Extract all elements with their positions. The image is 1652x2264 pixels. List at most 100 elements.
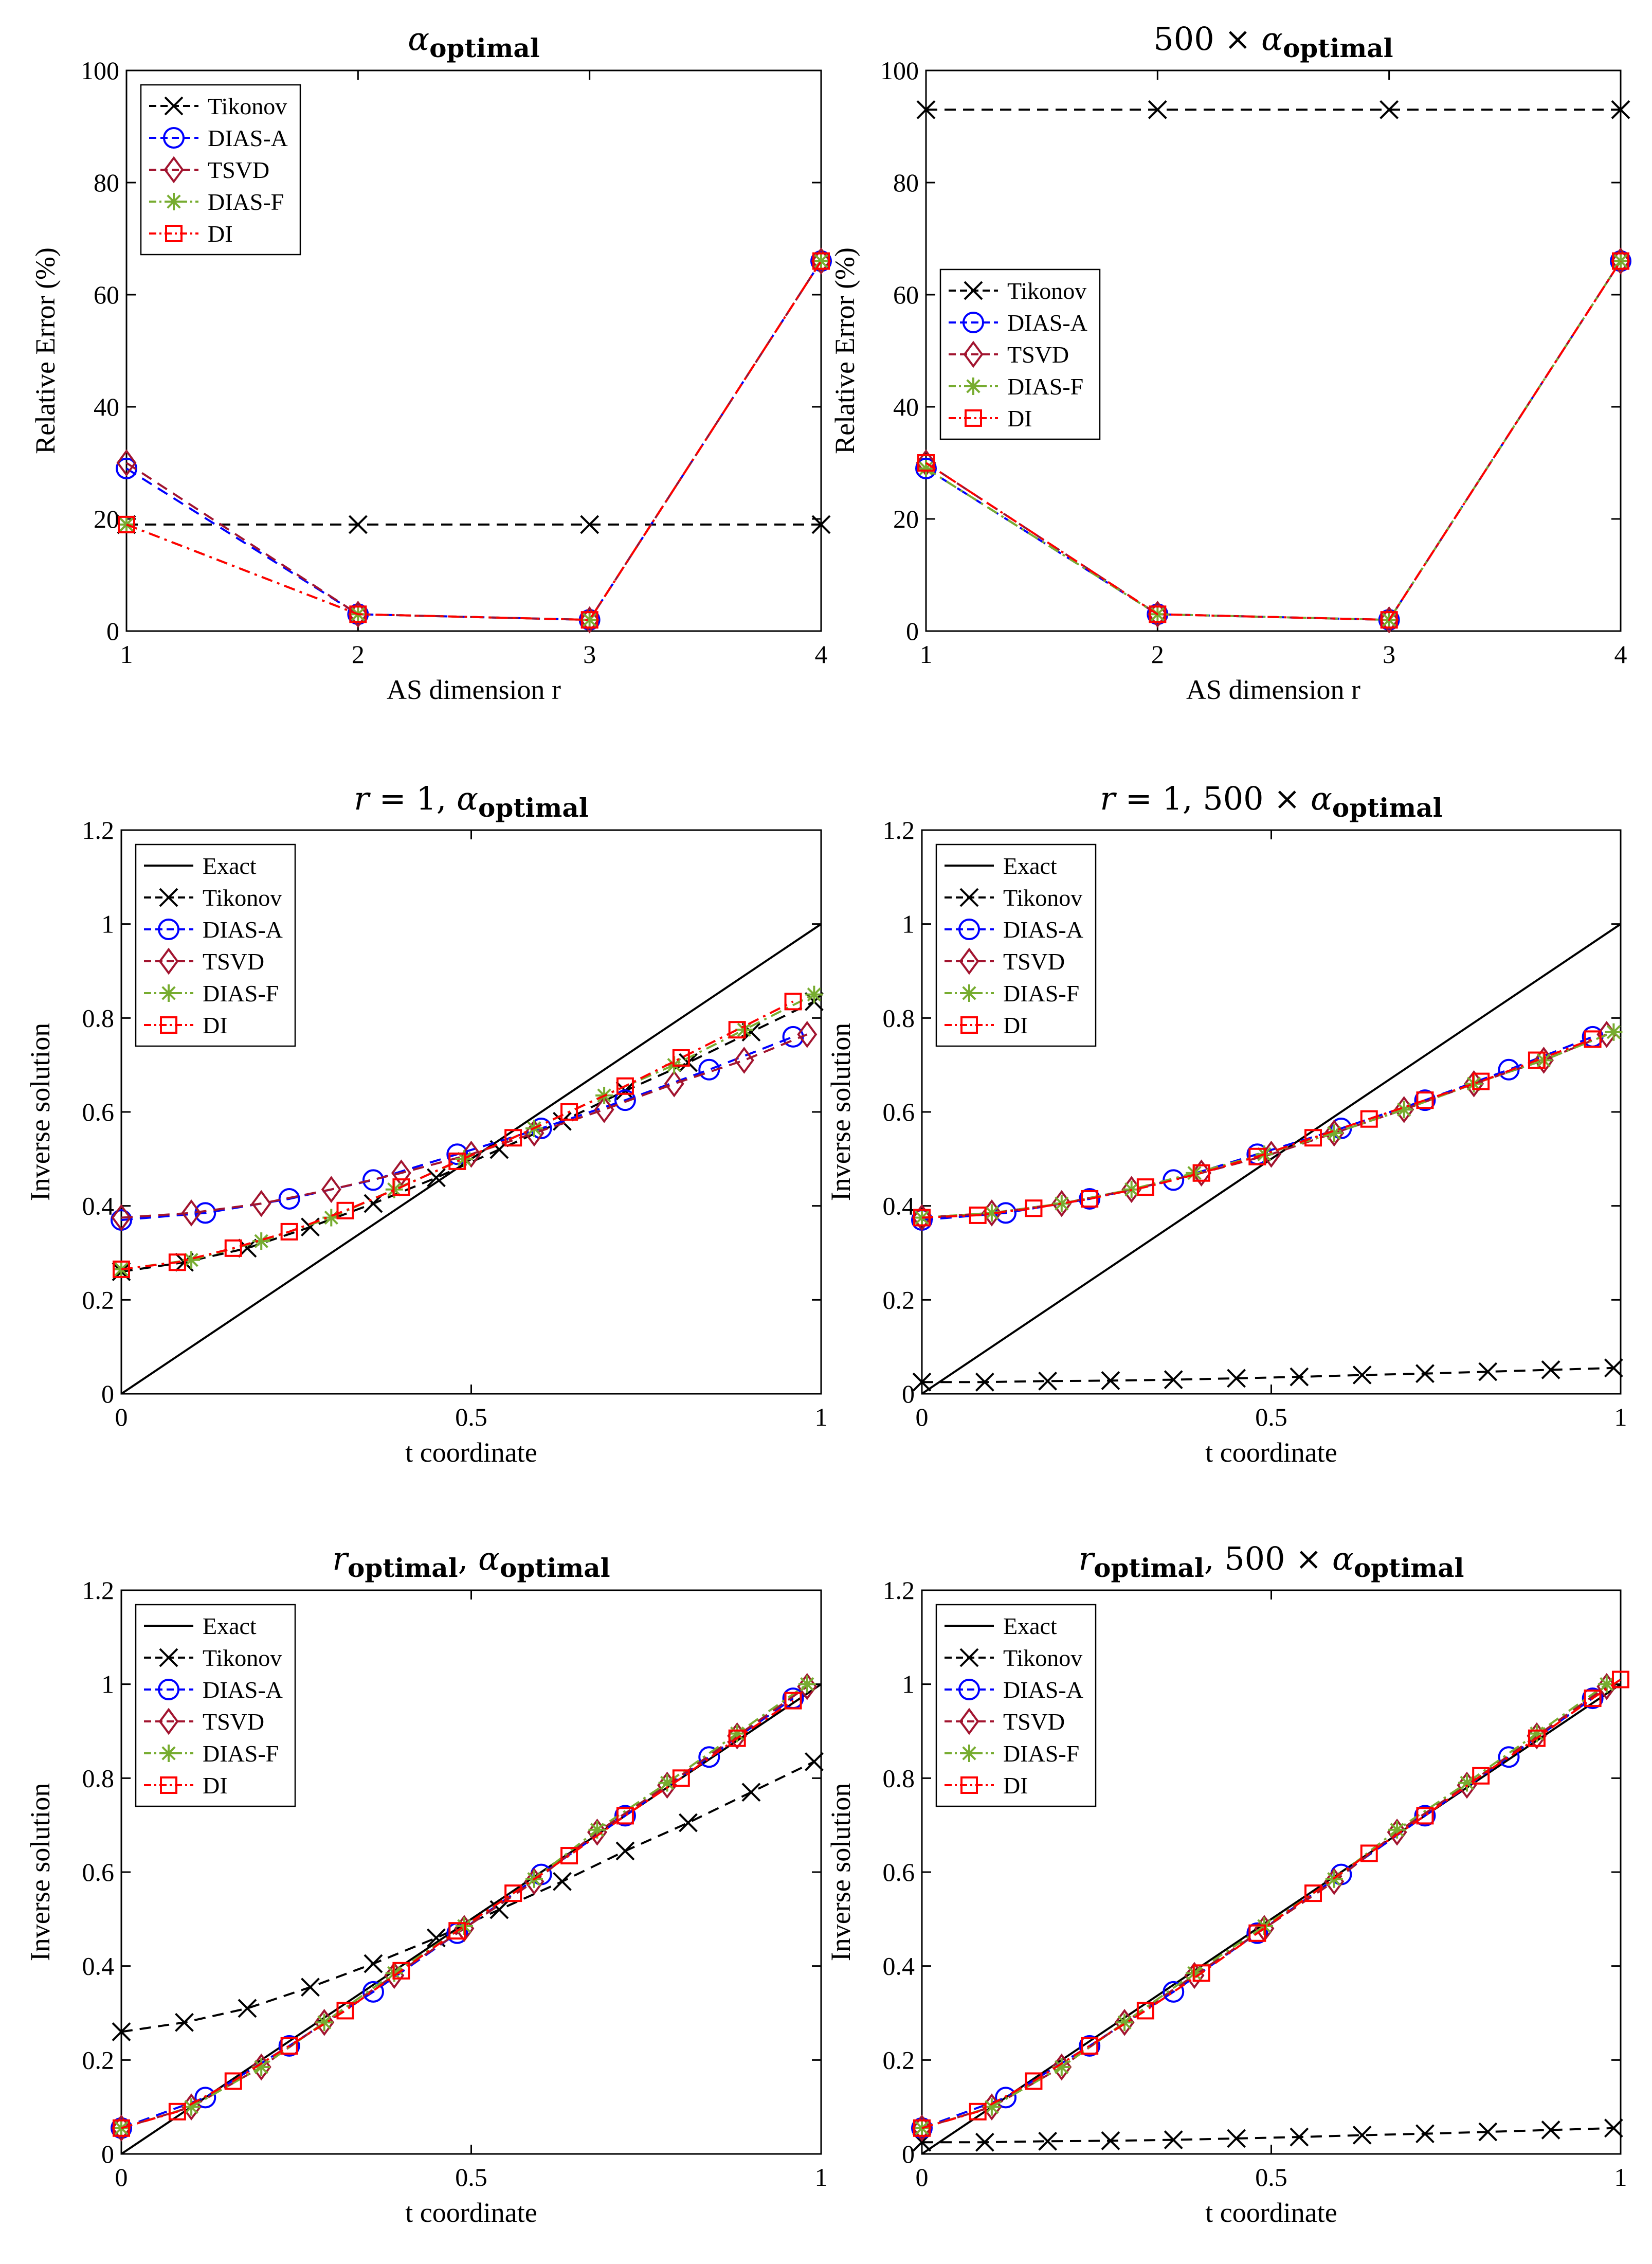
- data-point-di: [1380, 611, 1398, 629]
- y-tick-label: 0.6: [82, 1858, 115, 1886]
- series-exact: [921, 923, 1622, 1395]
- data-point-tsvd: [587, 1819, 607, 1846]
- data-point-dias-f: [917, 459, 935, 477]
- y-tick-label: 0: [106, 617, 119, 645]
- data-point-di: [448, 1922, 466, 1940]
- data-point-di: [616, 1077, 634, 1095]
- x-axis-label: AS dimension r: [387, 674, 561, 705]
- data-point-dias-f: [983, 1204, 1001, 1222]
- data-point-di: [913, 2119, 931, 2137]
- y-tick-label: 0.6: [883, 1858, 915, 1886]
- legend-label-di: DI: [1003, 1012, 1028, 1038]
- legend-label-dias-a: DIAS-A: [208, 125, 288, 151]
- data-point-dias-a: [362, 1169, 384, 1191]
- chart-title: 500 × αoptimal: [1153, 20, 1393, 63]
- legend-label-tikonov: Tikonov: [1007, 278, 1086, 304]
- x-tick-label: 1: [1614, 1403, 1627, 1431]
- data-point-di: [969, 1206, 987, 1224]
- data-point-tikonov: [1352, 1365, 1372, 1385]
- series-line-dias-a: [921, 1036, 1593, 1221]
- data-point-dias-f: [805, 985, 823, 1003]
- data-point-dias-f: [728, 1724, 746, 1742]
- legend: Tikonov DIAS-A TSVD DIAS-F DI: [140, 84, 301, 256]
- legend-label-dias-f: DIAS-F: [1003, 1740, 1079, 1767]
- data-point-dias-f: [1395, 1101, 1413, 1119]
- data-point-dias-a: [614, 1805, 636, 1827]
- data-point-tikonov: [1101, 2131, 1120, 2150]
- series-line-di: [925, 260, 1622, 621]
- data-point-tsvd: [1184, 1962, 1205, 1989]
- data-point-di: [1472, 1072, 1490, 1090]
- data-point-di: [1304, 1129, 1322, 1147]
- y-tick-label: 80: [893, 168, 919, 197]
- data-point-di: [1248, 1147, 1266, 1165]
- legend-marker-di: [165, 225, 183, 242]
- data-point-dias-f: [183, 2098, 201, 2116]
- legend-marker-tsvd: [959, 1708, 979, 1735]
- series-tsvd: [111, 1020, 818, 1231]
- y-tick-label: 0: [906, 617, 919, 645]
- y-tick-label: 1.2: [82, 1576, 115, 1605]
- legend-marker-tsvd: [959, 947, 979, 975]
- data-point-di: [1192, 1164, 1210, 1182]
- data-point-di: [672, 1769, 690, 1787]
- data-point-dias-f: [1612, 252, 1629, 270]
- x-tick-label: 1: [1614, 2163, 1627, 2191]
- series-line-di: [126, 260, 822, 621]
- y-axis-label: Relative Error (%): [30, 247, 61, 454]
- legend-marker-dias-f: [965, 377, 982, 395]
- x-tick-label: 1: [920, 640, 933, 669]
- data-point-tikonov: [1541, 2121, 1560, 2140]
- data-point-tsvd: [664, 1070, 684, 1098]
- x-tick-label: 0.5: [455, 2163, 487, 2191]
- legend-label-tikonov: Tikonov: [1003, 885, 1082, 911]
- data-point-di: [1528, 1051, 1546, 1069]
- legend-label-dias-f: DIAS-F: [1007, 373, 1083, 400]
- data-point-tikonov: [1038, 2131, 1058, 2151]
- legend-label-di: DI: [203, 1772, 228, 1799]
- legend-marker-tikonov: [959, 1648, 979, 1667]
- legend-marker-tikonov: [164, 96, 184, 116]
- data-point-dias-a: [1414, 1805, 1436, 1827]
- data-point-tikonov: [1227, 2129, 1246, 2148]
- data-point-di: [1416, 1091, 1434, 1109]
- x-tick-label: 0: [916, 2163, 929, 2191]
- x-tick-label: 0: [115, 2163, 128, 2191]
- data-point-dias-f: [1388, 1821, 1406, 1839]
- series-tikonov: [916, 100, 1630, 119]
- data-point-dias-f: [798, 1675, 816, 1693]
- y-tick-label: 60: [893, 280, 919, 309]
- data-point-di: [113, 1260, 130, 1278]
- data-point-dias-f: [1597, 1675, 1615, 1693]
- data-point-tikonov: [1478, 1362, 1498, 1381]
- data-point-di: [118, 515, 135, 533]
- data-point-tsvd: [1387, 1819, 1407, 1846]
- data-point-tikonov: [1415, 1364, 1435, 1383]
- legend-label-exact: Exact: [203, 1613, 257, 1639]
- legend-label-exact: Exact: [1003, 853, 1057, 879]
- data-point-tikonov: [1148, 100, 1167, 119]
- y-tick-label: 0.6: [82, 1098, 115, 1126]
- series-line-dias-f: [126, 260, 822, 621]
- data-point-tsvd: [321, 1176, 341, 1203]
- data-point-dias-f: [315, 2014, 333, 2032]
- data-point-tikonov: [348, 515, 368, 534]
- legend-marker-di: [965, 409, 982, 427]
- data-point-tikonov: [1379, 100, 1399, 119]
- x-tick-label: 0: [115, 1403, 128, 1431]
- y-tick-label: 1.2: [82, 816, 115, 844]
- legend-label-tsvd: TSVD: [208, 157, 269, 183]
- data-point-tsvd: [181, 1199, 202, 1227]
- data-point-di: [504, 1884, 522, 1902]
- data-point-di: [913, 1209, 931, 1227]
- data-point-di: [392, 1962, 410, 1980]
- data-point-dias-f: [1052, 2058, 1070, 2076]
- series-line-exact: [921, 1683, 1622, 2155]
- y-tick-label: 1: [101, 1670, 114, 1699]
- data-point-tsvd: [1464, 1070, 1484, 1098]
- legend-marker-di: [160, 1016, 177, 1034]
- axes-box: [125, 69, 822, 632]
- axes-box: [925, 69, 1622, 632]
